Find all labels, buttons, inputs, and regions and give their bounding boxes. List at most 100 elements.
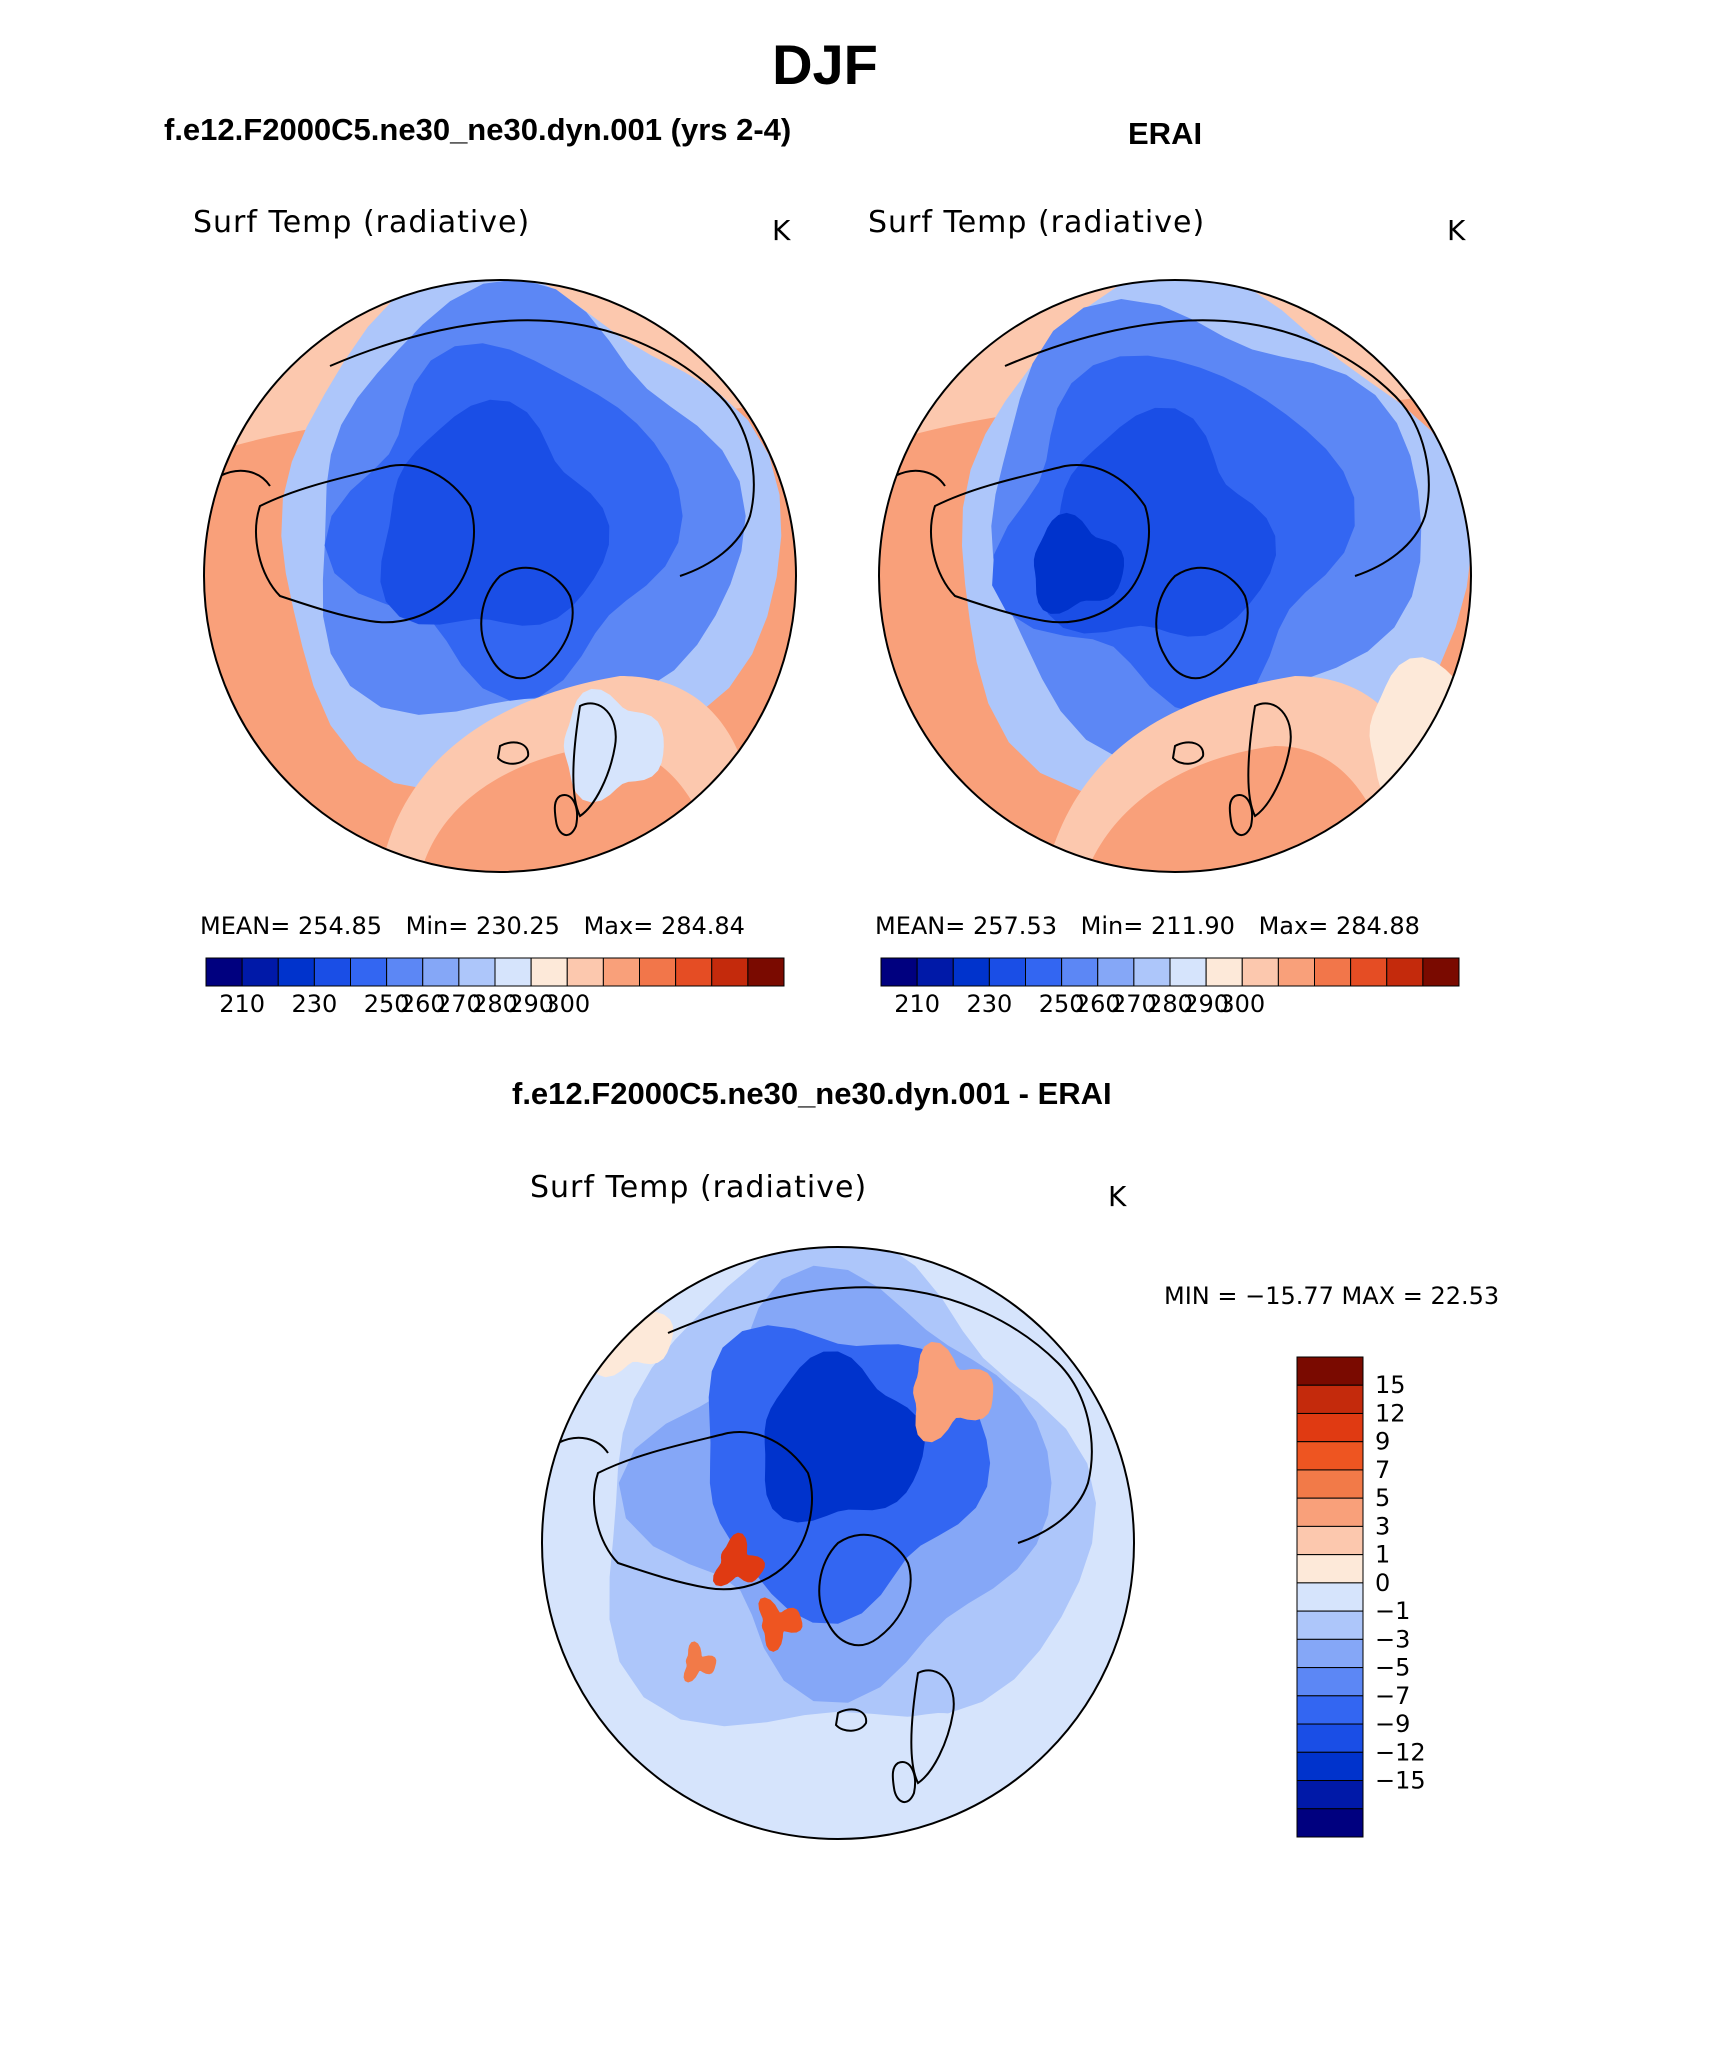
- diff-colorbar-tick: 1: [1375, 1541, 1390, 1569]
- left-min-value: 230.25: [475, 912, 560, 940]
- right-stats: MEAN= 257.53 Min= 211.90 Max= 284.88: [875, 912, 1420, 940]
- diff-coastline: [891, 1761, 916, 1803]
- left-colorbar-box: [350, 957, 388, 987]
- right-variable-label: Surf Temp (radiative): [868, 205, 1206, 240]
- left-colorbar-box: [241, 957, 279, 987]
- left-coastline: [480, 566, 574, 680]
- right-colorbar-tick: 290: [1183, 990, 1229, 1018]
- left-coastline: [572, 702, 617, 818]
- left-coastline: [496, 741, 530, 765]
- diff-greenland-warm-2: [758, 1597, 803, 1652]
- diff-coastline: [557, 1436, 609, 1454]
- right-colorbar-box: [880, 957, 918, 987]
- right-colorbar-box: [1422, 957, 1460, 987]
- diff-variable-label: Surf Temp (radiative): [530, 1170, 868, 1205]
- diff-colorbar-box: [1296, 1384, 1364, 1414]
- diff-central-arctic: [764, 1351, 925, 1523]
- right-colorbar-box: [1277, 957, 1315, 987]
- diff-colorbar-box: [1296, 1638, 1364, 1669]
- right-panel-title: ERAI: [1128, 116, 1203, 151]
- left-panel-title: f.e12.F2000C5.ne30_ne30.dyn.001 (yrs 2-4…: [164, 112, 792, 147]
- right-colorbar-box: [1350, 957, 1388, 987]
- diff-colorbar-box: [1296, 1497, 1364, 1527]
- left-coastline: [255, 464, 475, 624]
- right-siberia-light: [1369, 657, 1471, 811]
- left-mean-label: MEAN=: [200, 912, 291, 940]
- diff-siberia-warm: [913, 1341, 994, 1443]
- diff-colorbar-box: [1296, 1525, 1364, 1556]
- right-mean-label: MEAN=: [875, 912, 966, 940]
- diff-colorbar-tick: 15: [1375, 1371, 1406, 1399]
- right-coastline: [1004, 319, 1430, 577]
- diff-colorbar-tick: −3: [1375, 1625, 1410, 1653]
- diff-colorbar-box: [1296, 1751, 1364, 1782]
- left-colorbar-box: [566, 957, 604, 987]
- page-title: DJF: [772, 33, 878, 96]
- right-coastline: [894, 469, 946, 487]
- left-coastline: [553, 794, 578, 836]
- diff-colorbar-tick: 3: [1375, 1512, 1390, 1540]
- diff-colorbar-box: [1296, 1582, 1364, 1612]
- right-min-value: 211.90: [1150, 912, 1235, 940]
- diff-colorbar-box: [1296, 1723, 1364, 1753]
- right-colorbar-box: [1133, 957, 1171, 987]
- diff-colorbar-tick: −7: [1375, 1682, 1410, 1710]
- left-colorbar-box: [747, 957, 785, 987]
- right-colorbar-box: [1169, 957, 1207, 987]
- left-min-label: Min=: [405, 912, 469, 940]
- left-colorbar-box: [205, 957, 243, 987]
- right-colorbar-box: [1061, 957, 1099, 987]
- diff-colorbar-box: [1296, 1808, 1364, 1838]
- diff-colorbar-box: [1296, 1412, 1364, 1443]
- left-coastline: [219, 469, 271, 487]
- left-variable-label: Surf Temp (radiative): [193, 205, 531, 240]
- left-colorbar-box: [602, 957, 640, 987]
- diff-colorbar-tick: −5: [1375, 1654, 1410, 1682]
- left-colorbar-tick: 260: [400, 990, 446, 1018]
- right-colorbar-box: [1025, 957, 1063, 987]
- diff-colorbar-box: [1296, 1356, 1364, 1386]
- right-coastline: [1228, 794, 1253, 836]
- left-mean-value: 254.85: [298, 912, 382, 940]
- right-mean-value: 257.53: [973, 912, 1057, 940]
- left-map-border: [203, 279, 797, 873]
- right-colorbar-box: [1097, 957, 1135, 987]
- diff-panel-title: f.e12.F2000C5.ne30_ne30.dyn.001 - ERAI: [512, 1076, 1112, 1111]
- left-max-label: Max=: [583, 912, 654, 940]
- right-colorbar-tick: 270: [1111, 990, 1157, 1018]
- right-colorbar-tick: 260: [1075, 990, 1121, 1018]
- right-max-label: Max=: [1258, 912, 1329, 940]
- diff-colorbar-tick: 5: [1375, 1484, 1390, 1512]
- left-colorbar-box: [313, 957, 351, 987]
- right-colorbar-tick: 280: [1147, 990, 1193, 1018]
- right-coastline: [1155, 566, 1249, 680]
- diff-colorbar-tick: 9: [1375, 1428, 1390, 1456]
- right-colorbar-box: [1241, 957, 1279, 987]
- diff-coastline: [593, 1431, 813, 1591]
- left-colorbar-box: [530, 957, 568, 987]
- left-colorbar-tick: 250: [364, 990, 410, 1018]
- diff-coastline: [910, 1669, 955, 1785]
- diff-colorbar-tick: −9: [1375, 1710, 1410, 1738]
- diff-map: [541, 1246, 1135, 1840]
- left-colorbar-tick: 290: [508, 990, 554, 1018]
- left-colorbar-box: [639, 957, 677, 987]
- right-archipelago-cold: [1033, 512, 1124, 614]
- right-colorbar-tick: 230: [966, 990, 1012, 1018]
- right-colorbar-box: [916, 957, 954, 987]
- right-map-border: [878, 279, 1472, 873]
- diff-greenland-warm-3: [683, 1641, 717, 1683]
- right-colorbar-box: [1314, 957, 1352, 987]
- diff-colorbar-box: [1296, 1441, 1364, 1471]
- left-colorbar-box: [711, 957, 749, 987]
- right-coastline: [930, 464, 1150, 624]
- right-colorbar-box: [988, 957, 1026, 987]
- diff-stats: MIN = −15.77 MAX = 22.53: [1164, 1282, 1500, 1310]
- diff-colorbar-box: [1296, 1695, 1364, 1725]
- right-min-label: Min=: [1080, 912, 1144, 940]
- left-map: [203, 279, 797, 873]
- left-max-value: 284.84: [660, 912, 745, 940]
